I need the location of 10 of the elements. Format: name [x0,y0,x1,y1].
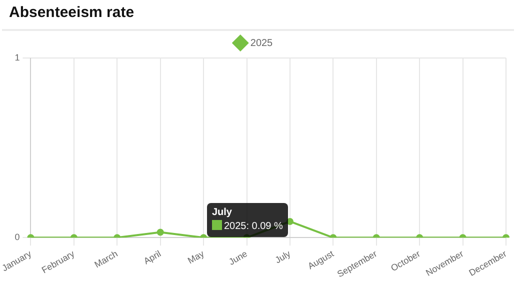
x-tick-label: June [227,248,250,267]
x-tick-label: July [273,248,293,266]
x-tick-label: April [142,248,163,266]
chart-title: Absenteeism rate [9,4,134,21]
y-tick-label: 0 [14,232,20,242]
legend-label: 2025 [250,38,274,49]
y-tick-label: 1 [14,52,20,62]
annotation: July [212,206,233,220]
x-tick-label: May [186,248,206,266]
annotation: 2025: 0.09 % [222,220,283,234]
